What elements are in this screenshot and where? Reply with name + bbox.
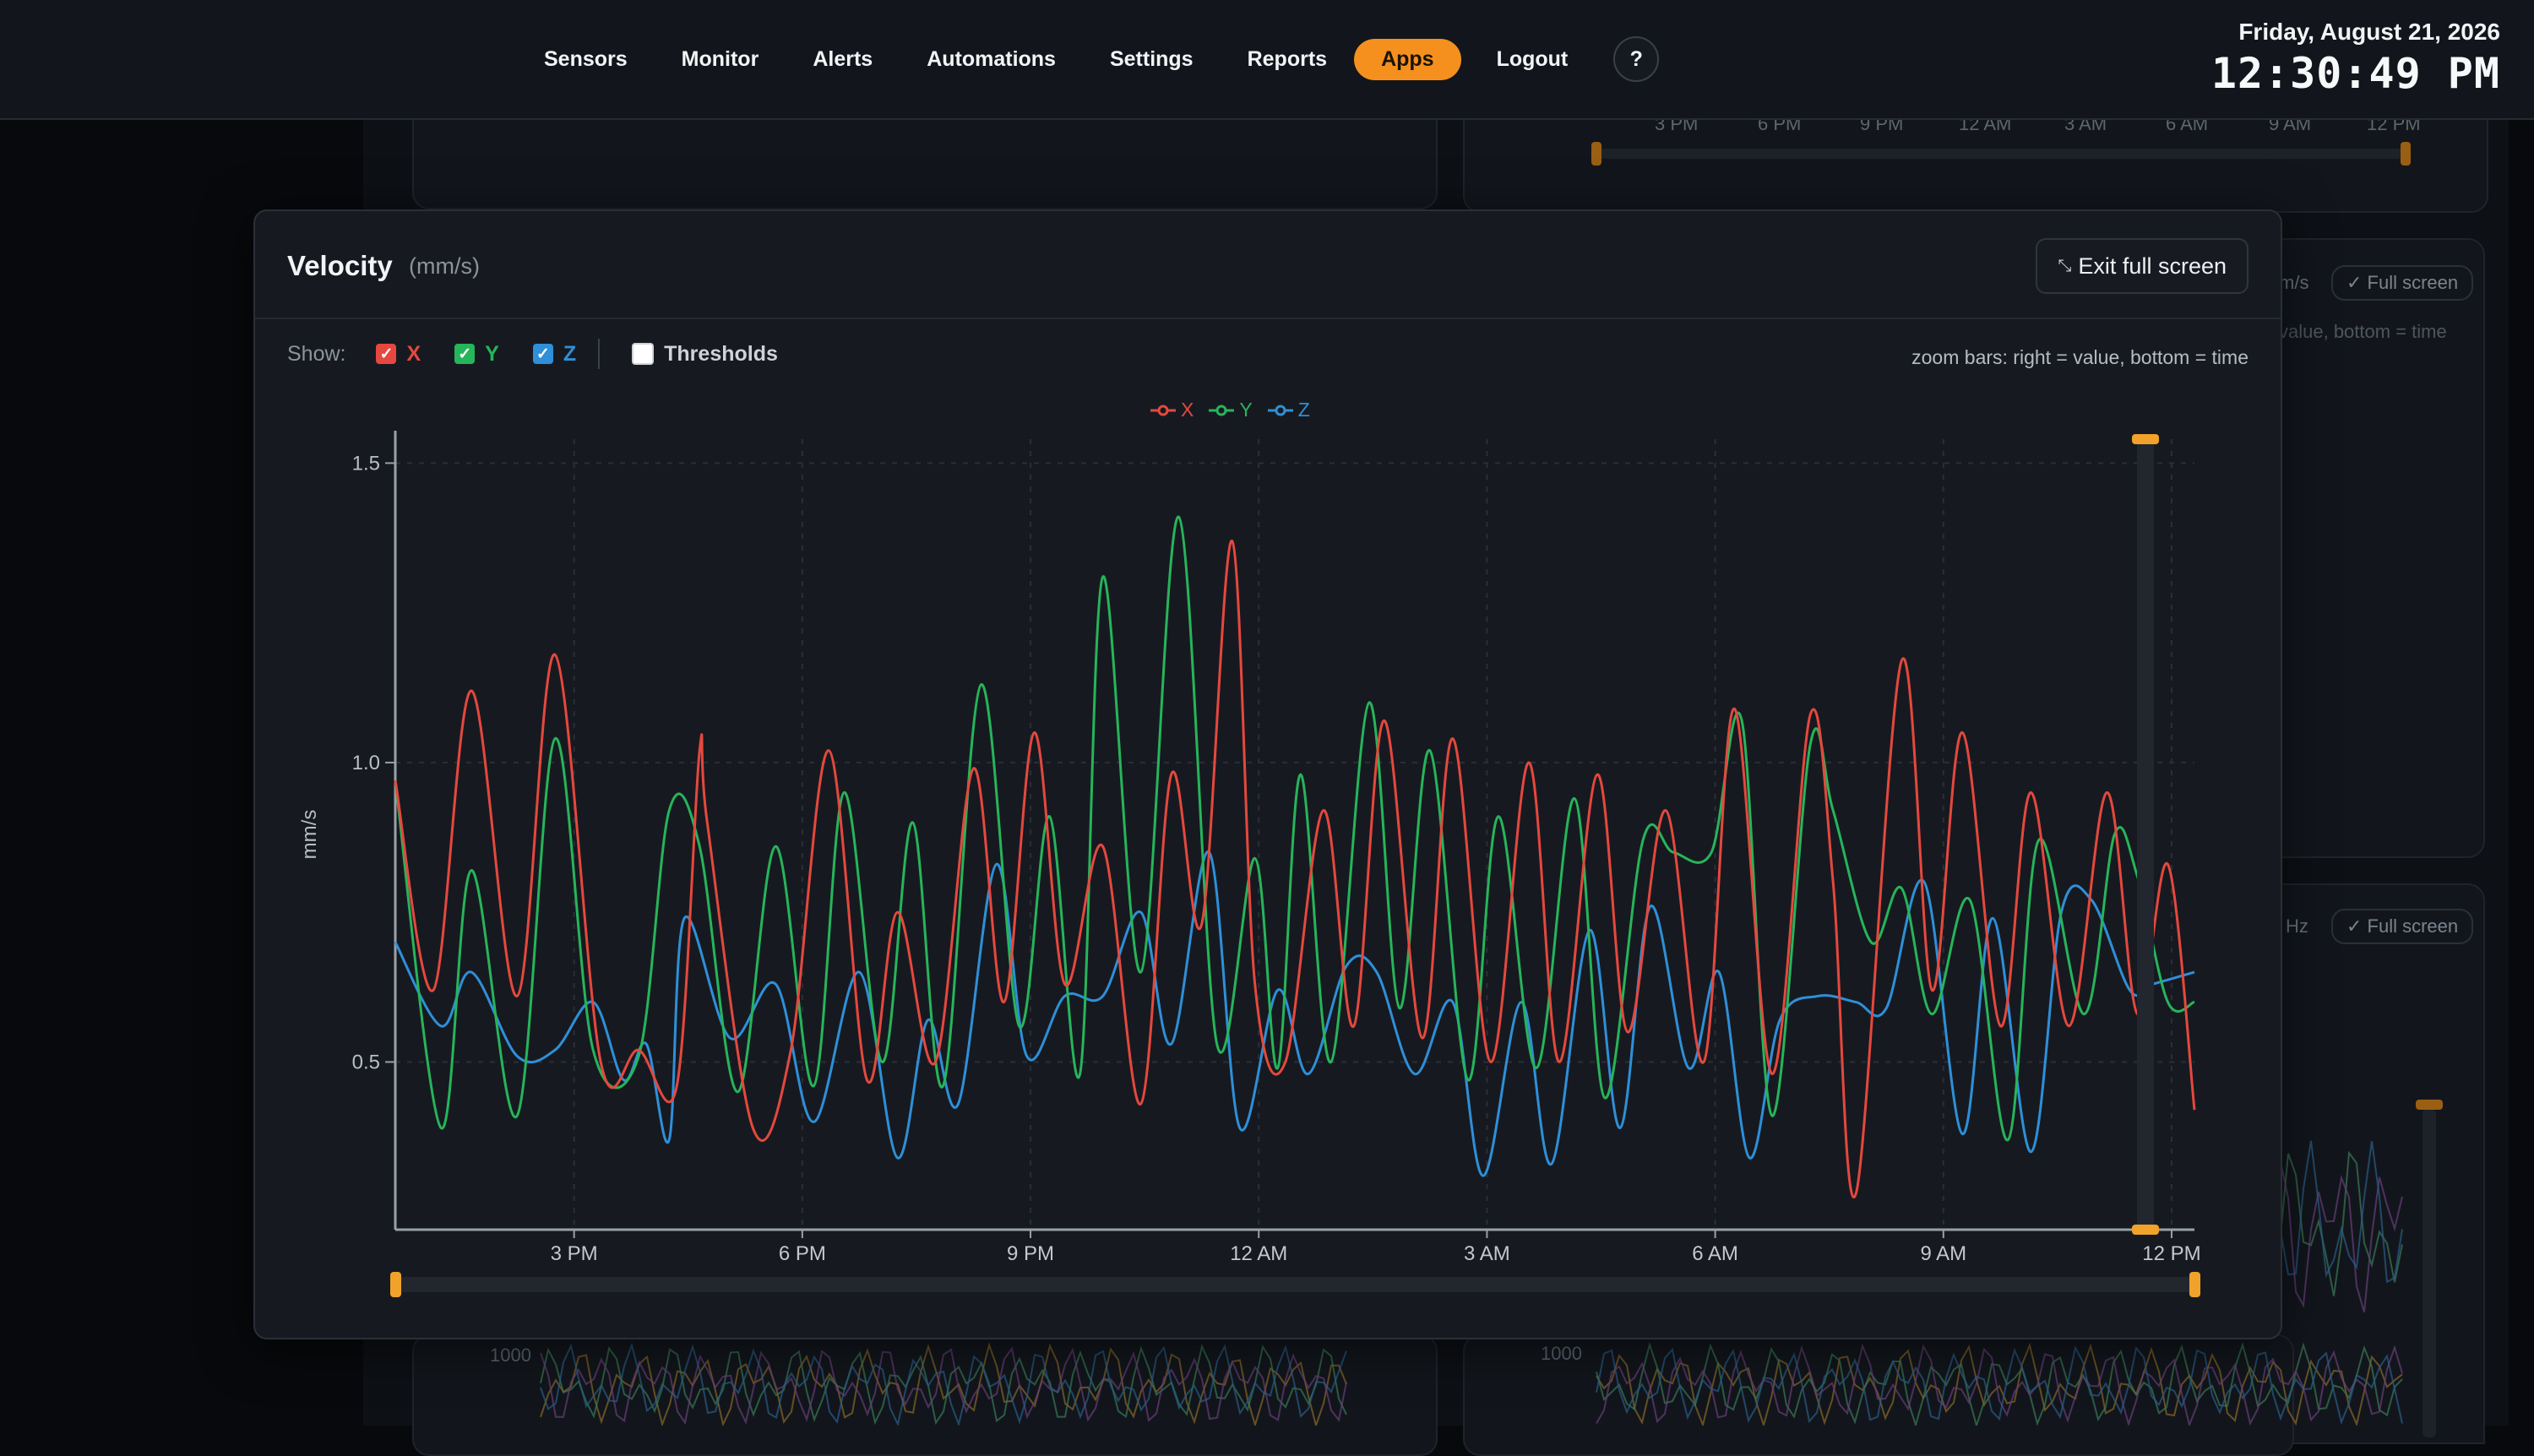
clock: Friday, August 21, 2026 12:30:49 PM (2211, 19, 2500, 98)
bg-fullscreen-button: ✓ Full screen (2331, 265, 2474, 301)
series-line-x (394, 540, 2196, 1198)
velocity-chart: 0.5 1.0 1.5 3 PM 6 PM 9 PM 12 AM 3 AM 6 AM 9 AM 12… (298, 431, 2201, 1297)
nav-apps[interactable]: Apps (1354, 38, 1461, 80)
x-tick-label: 3 AM (1464, 1242, 1510, 1265)
x-tick-label: 12 AM (1230, 1242, 1287, 1265)
bg-card-right-middle: m/s ✓ Full screen value, bottom = time (2272, 238, 2485, 858)
legend-item-x[interactable]: X (1150, 399, 1194, 421)
x-tick-label: 9 PM (1007, 1242, 1054, 1265)
zoom-hint: zoom bars: right = value, bottom = time (1911, 346, 2249, 368)
bg-slider-handle (1591, 142, 1601, 166)
bg-fullscreen-label: Full screen (2367, 272, 2459, 293)
bg-fullscreen-button: ✓ Full screen (2331, 909, 2474, 944)
nav-monitor[interactable]: Monitor (681, 46, 759, 71)
toggle-y-label[interactable]: Y (485, 341, 499, 366)
y-tick-label: 1.5 (352, 452, 380, 475)
x-tick-label: 6 PM (779, 1242, 826, 1265)
bg-wave-right (2280, 1161, 2403, 1312)
bg-wave-bottom-right (1596, 1342, 2403, 1426)
legend-label-z: Z (1297, 399, 1310, 421)
nav-sensors[interactable]: Sensors (544, 46, 628, 71)
toggle-z-label[interactable]: Z (563, 341, 577, 366)
chart-legend: X Y Z (1150, 399, 1325, 421)
time-zoom-handle-left[interactable] (390, 1272, 401, 1297)
bg-slider-handle (2401, 142, 2411, 166)
x-tick-label: 3 PM (551, 1242, 598, 1265)
nav-automations[interactable]: Automations (927, 46, 1056, 71)
x-tick-label: 6 AM (1692, 1242, 1738, 1265)
series-line-y (394, 515, 2195, 1142)
legend-label-y: Y (1239, 399, 1253, 421)
value-zoom-handle-bottom[interactable] (2132, 1225, 2159, 1235)
velocity-fullscreen-panel: Velocity (mm/s) ⤡ Exit full screen Show:… (253, 209, 2282, 1339)
y-axis-label: mm/s (298, 810, 321, 860)
bg-card-unit: m/s (2279, 272, 2309, 293)
exit-fullscreen-label: Exit full screen (2078, 253, 2227, 279)
exit-fullscreen-button[interactable]: ⤡ Exit full screen (2036, 238, 2249, 294)
clock-date: Friday, August 21, 2026 (2238, 19, 2500, 45)
x-tick-label: 9 AM (1920, 1242, 1966, 1265)
legend-item-y[interactable]: Y (1209, 399, 1253, 421)
bg-axis-label: 1000 (490, 1345, 531, 1366)
bg-wave-bottom-right (1596, 1345, 2403, 1426)
toggle-y-checkbox[interactable]: ✓ (454, 344, 476, 364)
toggle-thresholds-label[interactable]: Thresholds (664, 341, 778, 366)
bg-time-slider (1598, 149, 2409, 159)
top-navigation-bar: Sensors Monitor Alerts Automations Setti… (0, 0, 2534, 120)
toggle-x-checkbox[interactable]: ✓ (376, 344, 397, 364)
x-tick-label: 12 PM (2142, 1242, 2200, 1265)
show-label: Show: (287, 341, 346, 366)
bg-wave-lines (540, 1140, 2403, 1426)
clock-time: 12:30:49 PM (2210, 49, 2500, 98)
nav-alerts[interactable]: Alerts (813, 46, 873, 71)
bg-zoom-hint: value, bottom = time (2279, 321, 2447, 342)
bg-axis-label: 1000 (1541, 1343, 1582, 1364)
bg-wave-bottom-left (540, 1346, 1347, 1426)
bg-wave-bottom-left (540, 1344, 1347, 1426)
collapse-icon: ⤡ (2058, 256, 2072, 275)
toggle-x-label[interactable]: X (406, 341, 421, 366)
legend-marker-y (1209, 405, 1235, 416)
y-tick-label: 0.5 (352, 1051, 380, 1073)
legend-item-z[interactable]: Z (1267, 399, 1310, 421)
time-zoom-handle-right[interactable] (2189, 1272, 2200, 1297)
series-line-z (394, 850, 2195, 1177)
y-tick-label: 1.0 (352, 752, 380, 774)
value-zoom-track[interactable] (2137, 437, 2154, 1231)
legend-label-x: X (1181, 399, 1194, 421)
bg-wave-bottom-left (540, 1342, 1347, 1426)
time-zoom-track[interactable] (395, 1277, 2194, 1292)
bg-wave-right (2280, 1150, 2403, 1296)
bg-value-slider (2423, 1108, 2436, 1437)
bg-wave-right (2280, 1140, 2403, 1284)
legend-marker-x (1150, 405, 1176, 416)
panel-title: Velocity (287, 250, 393, 281)
panel-unit: (mm/s) (409, 253, 480, 279)
bg-fullscreen-label: Full screen (2367, 915, 2459, 937)
series-toggles: Show: ✓ X ✓ Y ✓ Z Thresholds (287, 336, 812, 372)
bg-card-unit: Hz (2286, 915, 2308, 937)
nav-reports[interactable]: Reports (1247, 46, 1328, 71)
legend-marker-z (1267, 405, 1293, 416)
bg-wave-bottom-right (1596, 1341, 2403, 1426)
main-nav: Sensors Monitor Alerts Automations Setti… (517, 36, 1660, 82)
toggle-thresholds-checkbox[interactable] (632, 343, 655, 365)
nav-settings[interactable]: Settings (1109, 46, 1194, 71)
help-button[interactable]: ? (1613, 36, 1660, 82)
nav-logout[interactable]: Logout (1496, 46, 1569, 71)
bg-slider-handle (2416, 1100, 2443, 1110)
toggle-z-checkbox[interactable]: ✓ (532, 344, 553, 364)
panel-header: Velocity (mm/s) ⤡ Exit full screen (255, 211, 2281, 319)
value-zoom-handle-top[interactable] (2132, 434, 2159, 444)
toggle-divider (598, 339, 601, 369)
